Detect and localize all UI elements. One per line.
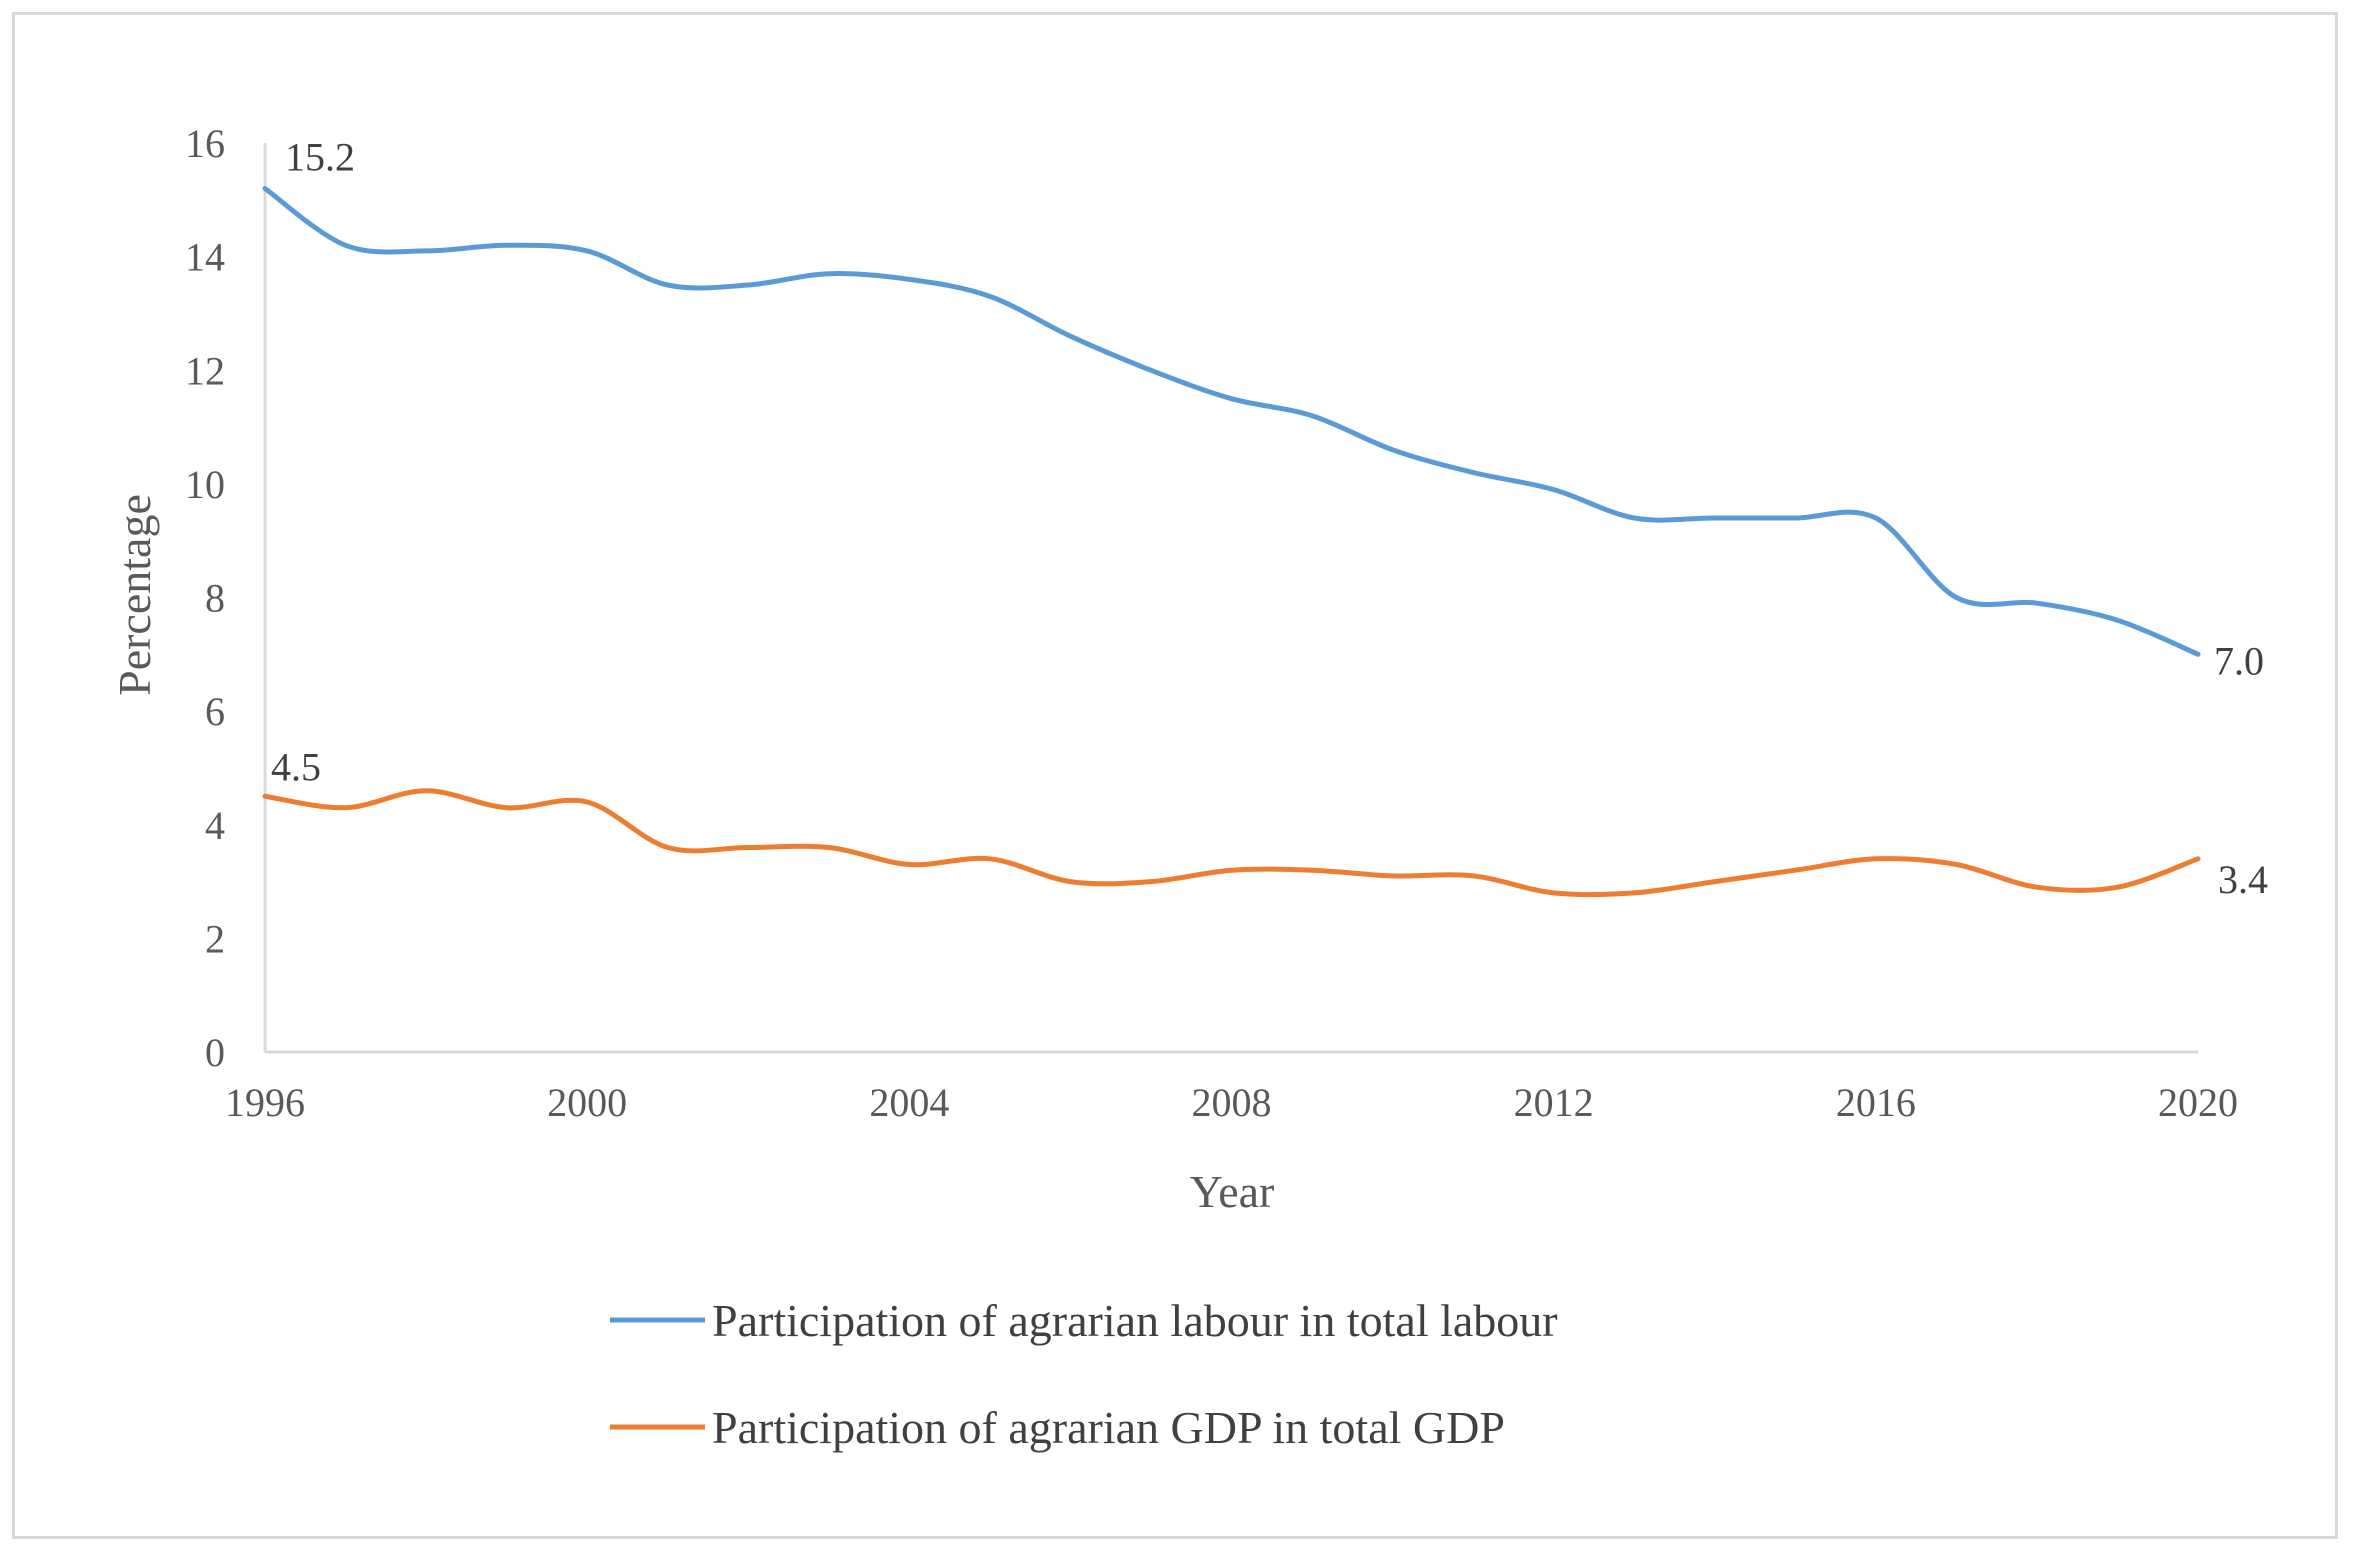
legend-label-2: Participation of agrarian GDP in total G… — [712, 1402, 1505, 1453]
y-tick-label: 6 — [205, 689, 225, 734]
data-label-first-1: 15.2 — [285, 134, 355, 179]
data-label-first-2: 4.5 — [271, 744, 321, 789]
y-tick-label: 4 — [205, 803, 225, 848]
y-tick-label: 0 — [205, 1030, 225, 1075]
x-tick-label: 2008 — [1192, 1080, 1272, 1125]
x-tick-label: 2012 — [1514, 1080, 1594, 1125]
y-tick-label: 12 — [185, 348, 225, 393]
legend: Participation of agrarian labour in tota… — [610, 1295, 1558, 1453]
y-tick-label: 16 — [185, 121, 225, 166]
x-tick-label: 1996 — [225, 1080, 305, 1125]
legend-label-1: Participation of agrarian labour in tota… — [712, 1295, 1558, 1346]
x-tick-label: 2000 — [547, 1080, 627, 1125]
x-axis-title: Year — [1190, 1166, 1275, 1217]
data-label-last-1: 7.0 — [2214, 638, 2264, 683]
x-tick-label: 2016 — [1836, 1080, 1916, 1125]
data-labels: 15.2 7.0 4.5 3.4 — [271, 134, 2268, 901]
chart-frame — [12, 12, 2338, 1539]
y-axis-title: Percentage — [109, 494, 160, 696]
series-lines — [262, 186, 2201, 898]
y-tick-label: 8 — [205, 576, 225, 621]
y-tick-label: 10 — [185, 462, 225, 507]
data-label-last-2: 3.4 — [2218, 857, 2268, 902]
x-tick-label: 2004 — [869, 1080, 949, 1125]
x-tick-label: 2020 — [2158, 1080, 2238, 1125]
axes: 0 2 4 6 8 10 12 14 16 1996 2000 2004 2008 2012 2016 202… — [185, 121, 2238, 1125]
y-tick-label: 2 — [205, 916, 225, 961]
series-line-1 — [262, 186, 2201, 657]
series-line-2 — [262, 788, 2201, 898]
y-tick-label: 14 — [185, 235, 225, 280]
